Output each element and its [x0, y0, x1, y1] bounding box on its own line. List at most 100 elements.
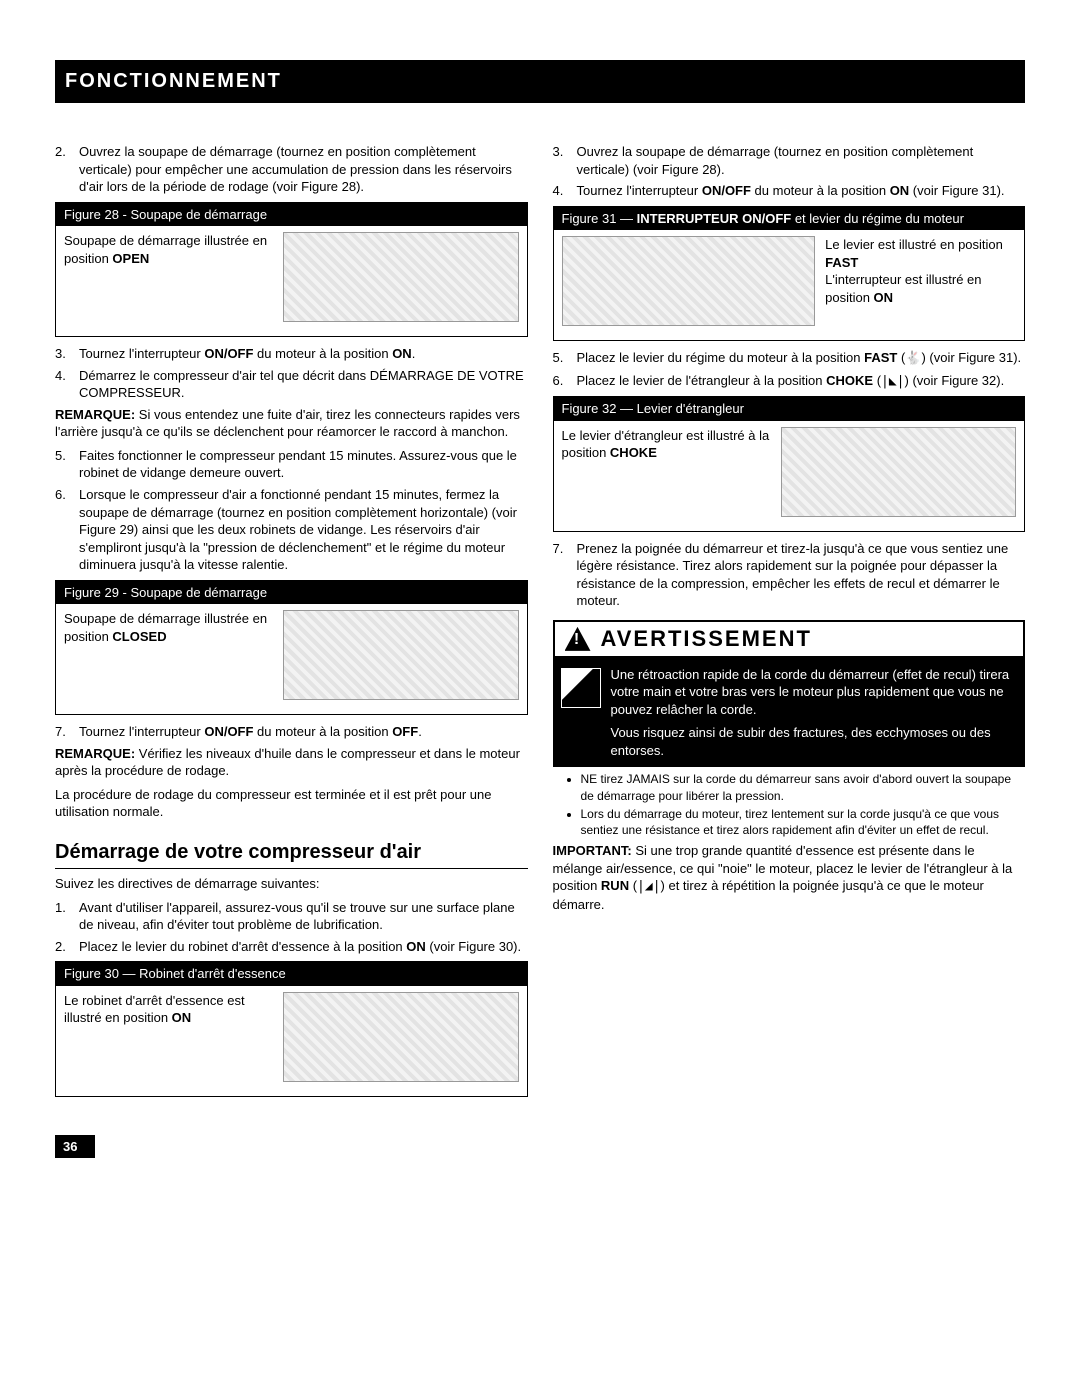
t: ON — [392, 346, 412, 361]
figure-31-illustration — [562, 236, 816, 326]
step-text: Lorsque le compresseur d'air a fonctionn… — [79, 486, 528, 574]
caption-bold: OPEN — [112, 251, 149, 266]
step-text: Placez le levier du régime du moteur à l… — [577, 349, 1026, 368]
figure-30-illustration — [283, 992, 518, 1082]
caption-text: Le robinet d'arrêt d'essence est illustr… — [64, 993, 245, 1026]
left-start-steps: 1. Avant d'utiliser l'appareil, assurez-… — [55, 899, 528, 956]
step-number: 6. — [553, 372, 577, 391]
remark-label: REMARQUE: — [55, 746, 135, 761]
figure-29-caption: Soupape de démarrage illustrée en positi… — [64, 610, 273, 645]
step-text: Tournez l'interrupteur ON/OFF du moteur … — [79, 345, 528, 363]
t: FAST — [864, 350, 897, 365]
left-steps-block-1: 2. Ouvrez la soupape de démarrage (tourn… — [55, 143, 528, 196]
right-step-5: 5. Placez le levier du régime du moteur … — [553, 349, 1026, 368]
t: ON/OFF — [204, 346, 253, 361]
t: Tournez l'interrupteur — [79, 724, 204, 739]
step-number: 4. — [55, 367, 79, 402]
content-columns: 2. Ouvrez la soupape de démarrage (tourn… — [55, 143, 1025, 1105]
t: Tournez l'interrupteur — [577, 183, 702, 198]
page-number: 36 — [55, 1135, 95, 1159]
t: RUN — [601, 878, 629, 893]
left-remark-1: REMARQUE: Si vous entendez une fuite d'a… — [55, 406, 528, 441]
t: FAST — [825, 255, 858, 270]
warning-body: Une rétroaction rapide de la corde du dé… — [553, 658, 1026, 768]
t: ) (voir Figure 32). — [905, 373, 1005, 388]
figure-29: Figure 29 - Soupape de démarrage Soupape… — [55, 580, 528, 716]
t: ON — [890, 183, 910, 198]
t: Placez le levier du robinet d'arrêt d'es… — [79, 939, 406, 954]
left-done-para: La procédure de rodage du compresseur es… — [55, 786, 528, 821]
figure-30-caption: Le robinet d'arrêt d'essence est illustr… — [64, 992, 273, 1027]
start-step-2: 2. Placez le levier du robinet d'arrêt d… — [55, 938, 528, 956]
warning-title: AVERTISSEMENT — [601, 624, 812, 654]
t: Placez le levier du régime du moteur à l… — [577, 350, 865, 365]
right-step-6: 6. Placez le levier de l'étrangleur à la… — [553, 372, 1026, 391]
t: (voir Figure 30). — [426, 939, 521, 954]
t: INTERRUPTEUR ON/OFF — [637, 211, 792, 226]
t: et levier du régime du moteur — [791, 211, 964, 226]
t: du moteur à la position — [253, 346, 392, 361]
t: du moteur à la position — [751, 183, 890, 198]
figure-30: Figure 30 — Robinet d'arrêt d'essence Le… — [55, 961, 528, 1097]
left-step-7: 7. Tournez l'interrupteur ON/OFF du mote… — [55, 723, 528, 741]
warning-header: AVERTISSEMENT — [553, 620, 1026, 658]
step-text: Placez le levier de l'étrangleur à la po… — [577, 372, 1026, 391]
left-step-4: 4. Démarrez le compresseur d'air tel que… — [55, 367, 528, 402]
step-text: Ouvrez la soupape de démarrage (tournez … — [79, 143, 528, 196]
step-text: Ouvrez la soupape de démarrage (tournez … — [577, 143, 1026, 178]
figure-29-title: Figure 29 - Soupape de démarrage — [56, 581, 527, 605]
figure-28-illustration — [283, 232, 518, 322]
figure-32-illustration — [781, 427, 1016, 517]
right-step-4: 4. Tournez l'interrupteur ON/OFF du mote… — [553, 182, 1026, 200]
t: ON — [874, 290, 894, 305]
t: du moteur à la position — [253, 724, 392, 739]
right-step-3: 3. Ouvrez la soupape de démarrage (tourn… — [553, 143, 1026, 178]
t: Placez le levier de l'étrangleur à la po… — [577, 373, 827, 388]
step-number: 7. — [553, 540, 577, 610]
step-number: 5. — [55, 447, 79, 482]
warning-triangle-icon — [565, 627, 591, 651]
warning-bullet-2: Lors du démarrage du moteur, tirez lente… — [581, 806, 1026, 838]
caption-bold: CLOSED — [112, 629, 166, 644]
warning-bullets: NE tirez JAMAIS sur la corde du démarreu… — [559, 771, 1026, 838]
left-step-3: 3. Tournez l'interrupteur ON/OFF du mote… — [55, 345, 528, 363]
step-number: 7. — [55, 723, 79, 741]
t: . — [412, 346, 416, 361]
step-number: 6. — [55, 486, 79, 574]
step-text: Démarrez le compresseur d'air tel que dé… — [79, 367, 528, 402]
rabbit-fast-icon: 🐇 — [905, 350, 921, 368]
right-column: 3. Ouvrez la soupape de démarrage (tourn… — [553, 143, 1026, 1105]
caption-bold: ON — [172, 1010, 192, 1025]
t: . — [418, 724, 422, 739]
recoil-hand-icon — [561, 668, 601, 708]
step-number: 2. — [55, 143, 79, 196]
left-step-5: 5. Faites fonctionner le compresseur pen… — [55, 447, 528, 482]
t: ( — [897, 350, 905, 365]
t: Le levier d'étrangleur est illustré à la… — [562, 428, 770, 461]
figure-31-title: Figure 31 — INTERRUPTEUR ON/OFF et levie… — [554, 207, 1025, 231]
t: Figure 31 — — [562, 211, 637, 226]
left-steps-block-4: 7. Tournez l'interrupteur ON/OFF du mote… — [55, 723, 528, 741]
left-step-2: 2. Ouvrez la soupape de démarrage (tourn… — [55, 143, 528, 196]
figure-29-illustration — [283, 610, 518, 700]
t: OFF — [392, 724, 418, 739]
step-number: 3. — [553, 143, 577, 178]
figure-32: Figure 32 — Levier d'étrangleur Le levie… — [553, 396, 1026, 532]
figure-28-title: Figure 28 - Soupape de démarrage — [56, 203, 527, 227]
warning-bullet-1: NE tirez JAMAIS sur la corde du démarreu… — [581, 771, 1026, 803]
figure-28: Figure 28 - Soupape de démarrage Soupape… — [55, 202, 528, 338]
t: ON/OFF — [204, 724, 253, 739]
remark-label: REMARQUE: — [55, 407, 135, 422]
t: ( — [873, 373, 881, 388]
t: ) (voir Figure 31). — [921, 350, 1021, 365]
choke-icon: |◣| — [881, 373, 904, 391]
step-text: Prenez la poignée du démarreur et tirez-… — [577, 540, 1026, 610]
right-step-7: 7. Prenez la poignée du démarreur et tir… — [553, 540, 1026, 610]
step-number: 1. — [55, 899, 79, 934]
left-steps-block-3: 5. Faites fonctionner le compresseur pen… — [55, 447, 528, 574]
section-title-bar: FONCTIONNEMENT — [55, 60, 1025, 103]
step-text: Tournez l'interrupteur ON/OFF du moteur … — [577, 182, 1026, 200]
left-remark-2: REMARQUE: Vérifiez les niveaux d'huile d… — [55, 745, 528, 780]
important-label: IMPORTANT: — [553, 843, 632, 858]
t: ON — [406, 939, 426, 954]
